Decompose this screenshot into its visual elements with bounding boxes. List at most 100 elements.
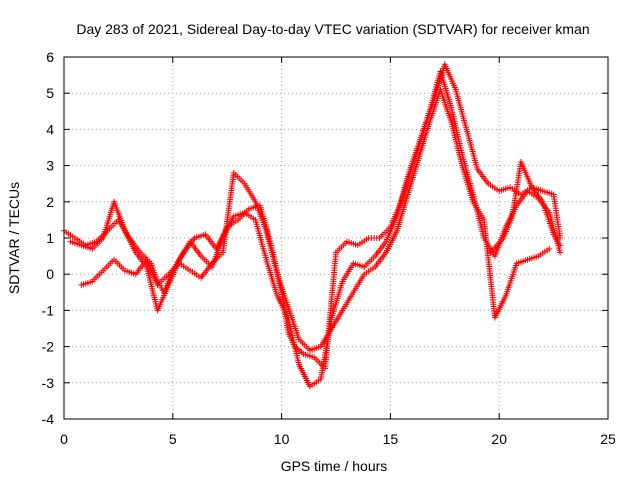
data-point-run [275,273,291,308]
x-axis-label: GPS time / hours [281,458,388,474]
y-tick-label: 1 [46,230,54,246]
data-point-run [356,236,370,247]
y-tick-label: -4 [42,411,55,427]
data-point-run [509,161,524,217]
data-point-run [102,258,116,272]
data-point-run [275,294,291,319]
data-point-run [453,88,469,131]
data-point-run [178,261,191,273]
data-point-run [334,240,349,254]
x-tick-label: 15 [383,431,399,447]
data-point-run [438,70,454,109]
data-point-run [80,279,94,288]
data-point-run [242,182,258,203]
y-tick-label: 2 [46,194,54,210]
data-point-run [302,351,316,360]
data-point-run [253,200,269,232]
data-point-run [263,229,280,275]
data-point-run [155,284,171,312]
data-point-run [122,229,138,254]
data-point-run [540,201,556,236]
data-point-run [318,309,345,348]
data-point-run [351,273,367,294]
data-point-run [243,211,257,222]
data-point-run [405,143,421,178]
x-tick-label: 5 [169,431,177,447]
y-tick-label: 6 [46,49,54,65]
data-point-run [384,215,399,243]
series-track-d [487,158,564,256]
data-point-run [285,316,302,366]
data-point [557,249,564,256]
data-point-run [459,164,476,203]
data-point-run [530,186,545,203]
data-point-run [144,258,160,286]
data-point-run [144,266,160,312]
data-point-run [526,253,540,262]
data-point-run [297,338,312,352]
grid [64,57,608,419]
data-point-run [297,363,312,388]
data-point-run [416,121,432,160]
data-point-run [501,215,515,239]
data-point-run [518,161,534,189]
y-tick-label: -1 [42,302,55,318]
series-track-b [67,68,564,390]
data-point-run [220,172,237,254]
data-point-run [189,269,202,280]
chart-title: Day 283 of 2021, Sidereal Day-to-day VTE… [76,21,589,37]
y-tick-label: 4 [46,121,54,137]
data-point-run [80,243,94,252]
data-point-run [464,128,480,170]
y-tick-label: -3 [42,375,55,391]
data-point-run [503,262,519,297]
data-point-run [537,247,551,258]
series-track-c [78,86,553,354]
data-point-run [550,193,563,239]
data-point-run [232,210,246,219]
y-tick-label: 0 [46,266,54,282]
data-point-run [91,269,105,283]
data-point-run [232,171,246,185]
data-point-run [363,254,377,269]
data-point [546,245,553,252]
data-point-run [346,239,359,248]
data-point-run [471,200,486,221]
data-series [61,61,564,390]
data-point-run [285,306,302,341]
data-point-run [475,168,490,185]
data-point-run [264,258,280,297]
data-point-run [188,240,203,258]
y-tick-label: -2 [42,339,55,355]
data-point-run [416,110,432,145]
data-point-run [373,251,388,269]
data-point-run [438,88,454,123]
x-tick-label: 0 [60,431,68,447]
x-tick-label: 10 [274,431,290,447]
data-point-run [340,291,356,312]
data-point-run [63,229,76,240]
x-tick-label: 25 [600,431,616,447]
data-point-run [368,235,380,241]
x-tick-label: 20 [491,431,507,447]
data-point-run [492,294,508,319]
data-point-run [309,377,322,388]
data-point-run [498,185,511,194]
data-point-run [489,236,505,254]
data-point-run [515,257,529,266]
data-point-run [541,188,555,197]
data-point-run [442,63,458,91]
data-point-run [309,344,322,353]
data-point-run [373,240,388,258]
data-point-run [394,193,411,232]
data-point-run [340,262,356,283]
data-point [557,235,564,241]
data-point-run [394,175,411,218]
data-point-run [363,265,376,276]
data-point-run [91,236,105,250]
data-point-run [167,262,181,276]
y-tick-label: 3 [46,158,54,174]
data-point-run [448,121,465,167]
data-point-run [551,233,562,247]
